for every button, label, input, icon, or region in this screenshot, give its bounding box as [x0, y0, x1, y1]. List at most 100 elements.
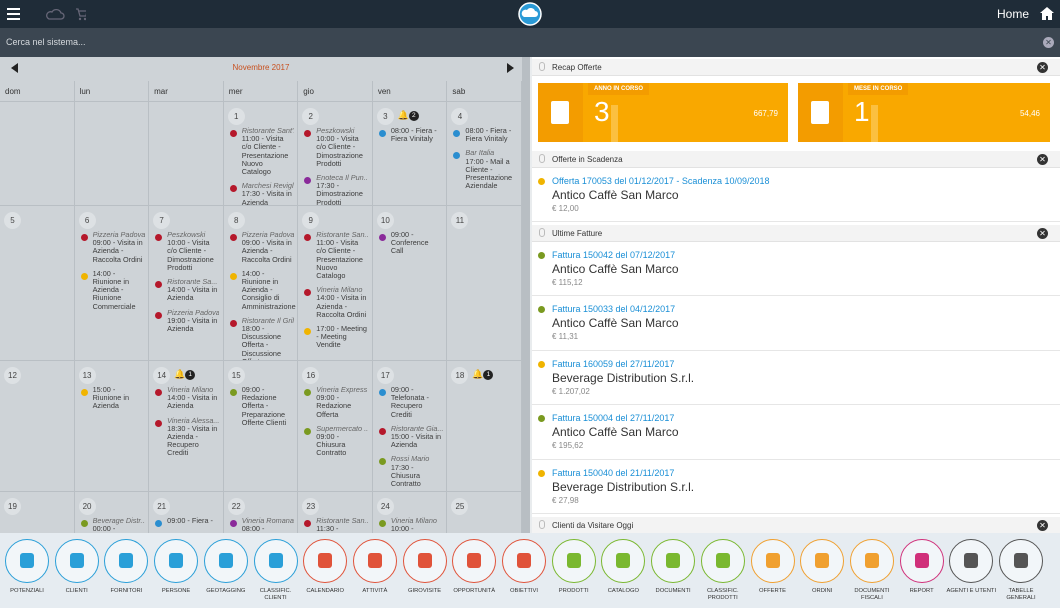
- toolbar-button[interactable]: [54, 539, 99, 583]
- day-cell[interactable]: 25: [447, 492, 522, 533]
- event[interactable]: Ristorante Gia... 15:00 - Visita in Azien…: [378, 425, 445, 450]
- toolbar-label[interactable]: GIROVISITE: [408, 588, 442, 594]
- toolbar-button[interactable]: [800, 539, 845, 583]
- day-cell[interactable]: 9 Ristorante San... 11:00 - Visita c/o Cli…: [298, 206, 373, 361]
- toolbar-label[interactable]: PERSONE: [161, 588, 191, 594]
- day-cell[interactable]: 23 Ristorante San... 11:30 -: [298, 492, 373, 533]
- event[interactable]: 14:00 - Riunione in Azienda - Riunione C…: [80, 269, 147, 311]
- recap-tile[interactable]: ANNO IN CORSO 3 667,79: [538, 83, 788, 142]
- close-button[interactable]: ✕: [1037, 62, 1048, 73]
- event[interactable]: 09:00 - Conference Call: [378, 230, 445, 256]
- event[interactable]: 15:00 - Riunione in Azienda: [80, 385, 147, 411]
- next-month[interactable]: [505, 63, 515, 73]
- toolbar-button[interactable]: [154, 539, 199, 583]
- day-cell[interactable]: 22 Vineria Romana 08:00 -: [224, 492, 299, 533]
- toolbar-button[interactable]: [899, 539, 944, 583]
- toolbar-label[interactable]: ORDINI: [812, 588, 833, 594]
- toolbar-label[interactable]: OBIETTIVI: [509, 588, 539, 594]
- event[interactable]: 14:00 - Riunione in Azienda - Consiglio …: [229, 269, 296, 311]
- event[interactable]: Peszkowski 10:00 - Visita c/o Cliente - D…: [155, 231, 221, 272]
- toolbar-label[interactable]: CLASSIFIC. PRODOTTI: [707, 588, 739, 601]
- event[interactable]: Supermercato ... 09:00 - Chiusura Contrat…: [304, 425, 370, 458]
- day-cell[interactable]: 17 09:00 - Telefonata - Recupero Crediti R…: [372, 361, 448, 492]
- toolbar-label[interactable]: CLASSIFIC. CLIENTI: [259, 588, 292, 601]
- scrollbar[interactable]: [522, 57, 530, 533]
- toolbar-label[interactable]: GEOTAGGING: [206, 588, 246, 594]
- day-cell[interactable]: 4 08:00 - Fiera - Fiera Vinitaly Bar Itali…: [447, 102, 522, 206]
- toolbar-button[interactable]: [700, 539, 745, 583]
- day-cell[interactable]: 1 Ristorante Sant'...11:00 - Visita c/o C…: [223, 102, 299, 206]
- menu-icon[interactable]: [7, 8, 21, 20]
- logo[interactable]: [518, 2, 542, 26]
- toolbar-button[interactable]: [601, 539, 646, 583]
- event[interactable]: Pizzeria Padova 09:00 - Visita in Azienda…: [229, 231, 296, 264]
- list-item[interactable]: Fattura 150040 del 21/11/2017 Beverage Di…: [532, 459, 1060, 514]
- toolbar-label[interactable]: DOCUMENTI: [655, 588, 691, 594]
- day-cell[interactable]: 24 Vineria Milano 10:00 -: [373, 492, 448, 533]
- search-clear[interactable]: ✕: [1043, 37, 1054, 48]
- event[interactable]: Bar Italia 17:00 - Mail a Cliente - Prese…: [453, 149, 519, 190]
- toolbar-label[interactable]: ATTIVITÀ: [362, 588, 388, 594]
- list-item[interactable]: Offerta 170053 del 01/12/2017 - Scadenza…: [532, 168, 1060, 222]
- list-item[interactable]: Fattura 150004 del 27/11/2017 Antico Caff…: [532, 405, 1060, 460]
- event[interactable]: 09:00 - Telefonata - Recupero Crediti: [378, 385, 445, 419]
- event[interactable]: Vineria Alessa... 18:30 - Visita in Azien…: [155, 417, 221, 458]
- toolbar-label[interactable]: POTENZIALI: [10, 588, 44, 594]
- toolbar-label[interactable]: FORNITORI: [110, 588, 143, 594]
- toolbar-button[interactable]: [502, 539, 546, 583]
- event[interactable]: Rossi Mario 17:30 - Chiusura Contratto: [378, 455, 445, 488]
- close-button[interactable]: ✕: [1037, 228, 1048, 239]
- event[interactable]: Ristorante Il Grillo18:00 - Discussione …: [229, 317, 296, 360]
- search-bar[interactable]: Cerca nel sistema... ✕: [0, 28, 1060, 57]
- toolbar-label[interactable]: OPPORTUNITÀ: [453, 588, 496, 594]
- close-button[interactable]: ✕: [1037, 520, 1048, 531]
- event[interactable]: Pizzeria Padova 09:00 - Visita in Azienda…: [80, 231, 147, 264]
- item-link[interactable]: Fattura 150042 del 07/12/2017: [552, 250, 676, 260]
- day-cell[interactable]: 20 Beverage Distr... 00:00 -: [75, 492, 150, 533]
- home-icon[interactable]: [1040, 7, 1054, 20]
- toolbar-button[interactable]: [253, 539, 298, 583]
- event[interactable]: Enoteca Il Pun... 17:30 - Dimostrazione P…: [304, 174, 370, 205]
- event[interactable]: Vineria Milano 14:00 - Visita in Azienda …: [304, 286, 370, 319]
- toolbar-button[interactable]: [999, 539, 1043, 583]
- toolbar-label[interactable]: TABELLE GENERALI: [1006, 588, 1036, 601]
- toolbar-button[interactable]: [750, 539, 795, 583]
- list-item[interactable]: Fattura 150042 del 07/12/2017 Antico Caff…: [532, 242, 1060, 297]
- toolbar-button[interactable]: [104, 539, 149, 583]
- day-cell[interactable]: 11: [447, 206, 522, 361]
- day-cell[interactable]: 18 🔔 1: [447, 361, 522, 492]
- close-button[interactable]: ✕: [1037, 154, 1048, 165]
- day-cell[interactable]: 5: [0, 206, 75, 361]
- toolbar-button[interactable]: [5, 539, 49, 583]
- day-cell[interactable]: 14 🔔 1 Vineria Milano 14:00 - Visita in Azie…: [149, 361, 224, 492]
- event[interactable]: Vineria Romana 08:00 -: [229, 517, 296, 533]
- toolbar-button[interactable]: [651, 539, 696, 583]
- event[interactable]: 09:00 - Redazione Offerta - Preparazione…: [229, 385, 296, 427]
- item-link[interactable]: Fattura 160059 del 27/11/2017: [552, 358, 675, 369]
- toolbar-button[interactable]: [452, 539, 497, 583]
- event[interactable]: Vineria Express 09:00 - Redazione Offerta: [304, 386, 370, 419]
- day-cell[interactable]: 6 Pizzeria Padova 09:00 - Visita in Aziend…: [74, 206, 150, 361]
- toolbar-button[interactable]: [203, 539, 248, 583]
- toolbar-label[interactable]: CLIENTI: [65, 588, 88, 594]
- event[interactable]: Ristorante San... 11:00 - Visita c/o Clie…: [304, 231, 370, 280]
- day-cell[interactable]: 19: [0, 492, 75, 533]
- item-link[interactable]: Fattura 150004 del 27/11/2017: [552, 413, 675, 424]
- event[interactable]: 17:00 - Meeting - Meeting Vendite: [304, 324, 370, 350]
- event[interactable]: 08:00 - Fiera - Fiera Vinitaly: [453, 126, 519, 143]
- toolbar-button[interactable]: [352, 539, 397, 583]
- day-cell[interactable]: 7 Peszkowski 10:00 - Visita c/o Cliente - …: [149, 206, 224, 361]
- day-cell[interactable]: [0, 102, 75, 206]
- home-label[interactable]: Home: [997, 7, 1030, 21]
- event[interactable]: Vineria Milano 10:00 -: [378, 517, 445, 533]
- toolbar-label[interactable]: REPORT: [909, 588, 934, 594]
- toolbar-label[interactable]: CALENDARIO: [306, 588, 345, 594]
- toolbar-button[interactable]: [402, 539, 447, 583]
- event[interactable]: Beverage Distr... 00:00 -: [80, 517, 147, 533]
- toolbar-label[interactable]: AGENTI E UTENTI: [946, 588, 997, 594]
- item-link[interactable]: Fattura 150040 del 21/11/2017: [552, 467, 675, 478]
- event[interactable]: Vineria Milano 14:00 - Visita in Azienda: [155, 386, 221, 411]
- toolbar-button[interactable]: [551, 539, 596, 583]
- toolbar-label[interactable]: CATALOGO: [607, 588, 640, 594]
- item-link[interactable]: Offerta 170053 del 01/12/2017 - Scadenza…: [552, 176, 770, 186]
